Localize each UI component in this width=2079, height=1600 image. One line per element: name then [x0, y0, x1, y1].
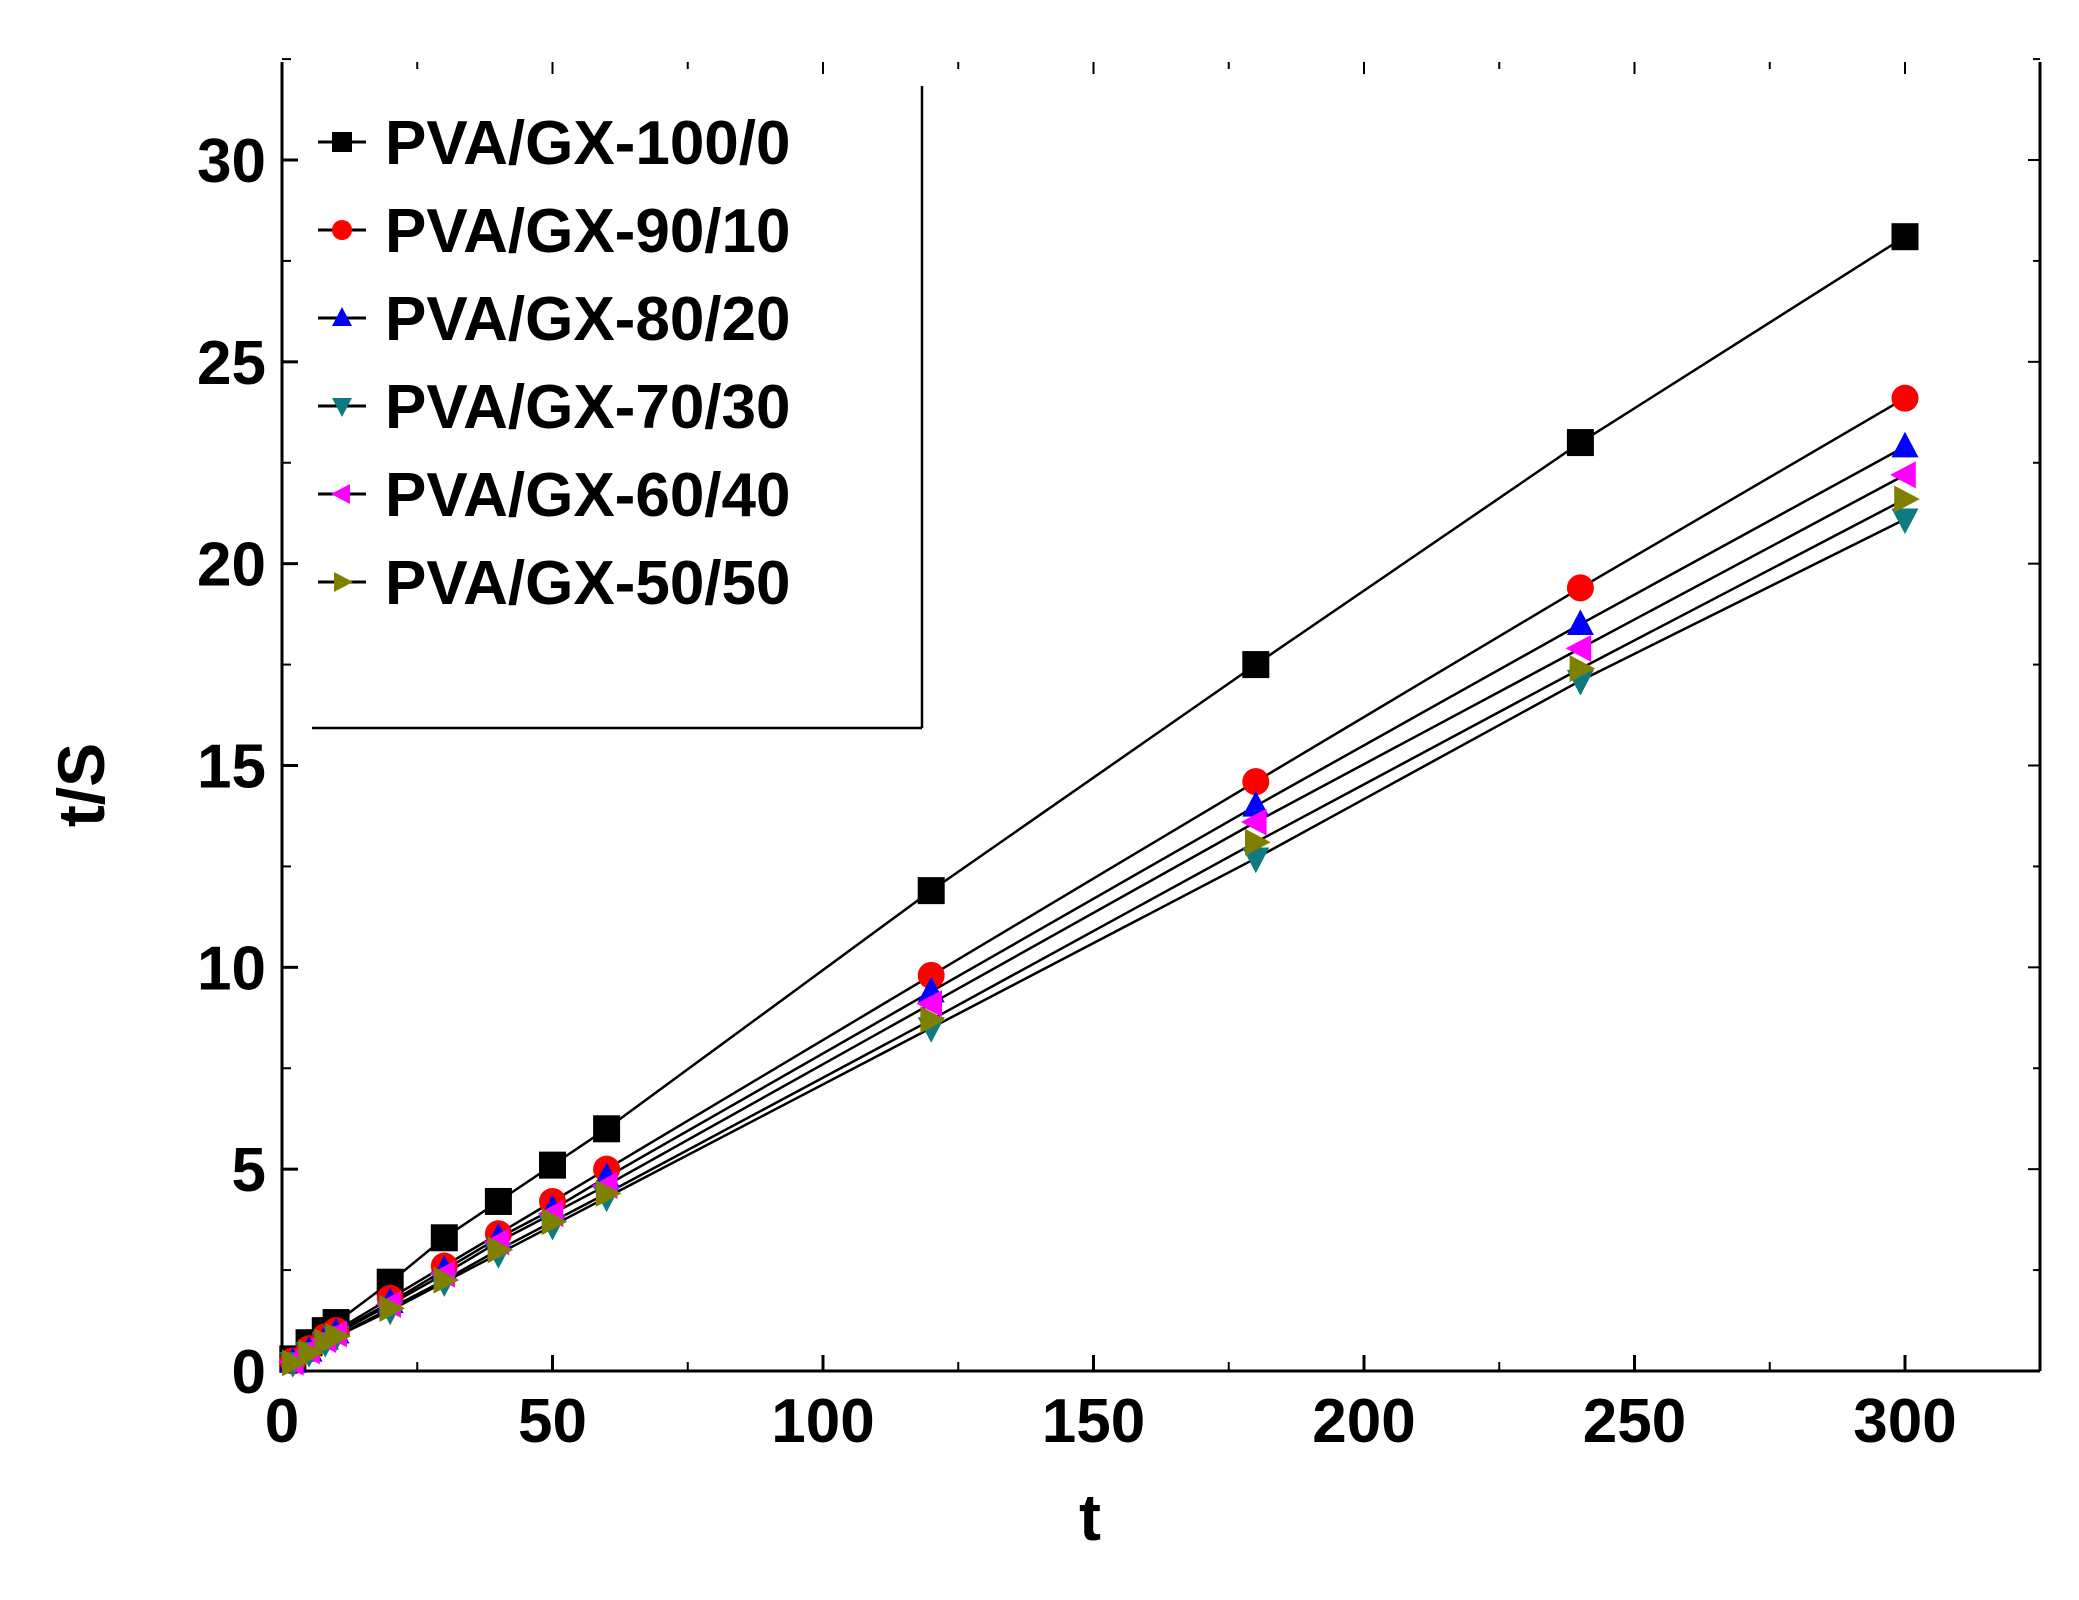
data-point — [1240, 808, 1267, 836]
x-axis-title: t — [1079, 1480, 1101, 1554]
data-point — [433, 1266, 460, 1294]
x-tick-label: 0 — [265, 1387, 299, 1456]
series-points-pva-gx-100-0 — [279, 223, 1919, 1373]
legend-item-pva-gx-60-40: PVA/GX-60/40 — [318, 461, 790, 530]
legend-label: PVA/GX-50/50 — [385, 549, 790, 618]
data-point — [917, 961, 945, 989]
data-point — [1565, 634, 1592, 662]
data-point — [916, 990, 942, 1018]
series-points-pva-gx-50-50 — [282, 485, 1920, 1377]
x-tick-label: 150 — [1042, 1387, 1145, 1456]
y-tick-label: 15 — [197, 733, 266, 802]
y-tick-label: 30 — [197, 127, 266, 196]
legend-item-pva-gx-90-10: PVA/GX-90/10 — [318, 197, 790, 266]
data-series — [277, 223, 1920, 1378]
legend-label: PVA/GX-70/30 — [385, 373, 790, 442]
data-point — [539, 1151, 566, 1179]
data-point — [1894, 485, 1920, 513]
data-point — [1566, 429, 1594, 457]
x-tick-label: 50 — [518, 1387, 587, 1456]
x-tick-label: 200 — [1312, 1387, 1415, 1456]
axis-ticks — [280, 58, 2042, 1373]
y-tick-label: 20 — [197, 531, 266, 600]
data-point — [1242, 768, 1270, 796]
data-point — [298, 1339, 324, 1367]
data-point — [1566, 609, 1594, 636]
legend-marker — [332, 398, 352, 417]
legend: PVA/GX-100/0 PVA/GX-90/10 PVA/GX-80/20 PVA/… — [312, 86, 924, 730]
legend-label: PVA/GX-100/0 — [385, 109, 790, 178]
data-point — [1569, 655, 1596, 683]
data-point — [1891, 431, 1919, 458]
series-line-pva-gx-90-10 — [292, 397, 1906, 1362]
y-tick-label: 10 — [197, 934, 266, 1003]
series-markers — [277, 223, 1920, 1378]
data-point — [484, 1187, 512, 1215]
data-point — [595, 1179, 622, 1207]
legend-item-pva-gx-50-50: PVA/GX-50/50 — [318, 549, 790, 618]
legend-label: PVA/GX-80/20 — [385, 285, 790, 354]
series-points-pva-gx-70-30 — [279, 508, 1919, 1378]
y-tick-label: 0 — [232, 1338, 266, 1407]
data-point — [1242, 651, 1270, 679]
data-point — [1891, 384, 1919, 412]
data-point — [920, 1006, 947, 1034]
data-point — [1566, 574, 1594, 602]
data-point — [325, 1322, 351, 1350]
data-point — [430, 1224, 458, 1252]
data-point — [917, 877, 945, 905]
data-point — [1891, 223, 1919, 251]
data-point — [1242, 847, 1270, 874]
legend-item-pva-gx-70-30: PVA/GX-70/30 — [318, 373, 790, 442]
y-tick-label: 25 — [197, 329, 266, 398]
legend-marker — [331, 484, 350, 504]
axes — [280, 62, 2042, 1373]
y-tick-label: 5 — [232, 1136, 266, 1205]
legend-item-pva-gx-80-20: PVA/GX-80/20 — [318, 285, 790, 354]
data-point — [487, 1236, 514, 1264]
data-point — [593, 1115, 621, 1143]
legend-marker — [334, 572, 353, 592]
data-point — [1891, 508, 1919, 535]
series-line-pva-gx-70-30 — [292, 518, 1906, 1364]
data-point — [1245, 828, 1271, 856]
data-point — [282, 1349, 308, 1377]
data-point — [1890, 461, 1916, 489]
legend-marker — [332, 132, 352, 152]
legend-label: PVA/GX-60/40 — [385, 461, 790, 530]
x-tick-label: 250 — [1583, 1387, 1686, 1456]
data-point — [1242, 791, 1270, 817]
data-point — [379, 1294, 406, 1322]
legend-item-pva-gx-100-0: PVA/GX-100/0 — [318, 109, 790, 178]
x-tick-label: 100 — [771, 1387, 874, 1456]
legend-marker — [332, 307, 352, 326]
y-axis-title: t/S — [44, 743, 118, 827]
legend-label: PVA/GX-90/10 — [385, 197, 790, 266]
legend-marker — [332, 220, 352, 240]
x-tick-label: 300 — [1853, 1387, 1956, 1456]
series-line-pva-gx-50-50 — [292, 497, 1906, 1364]
data-point — [541, 1208, 568, 1236]
axis-tick-labels: 0 50 100 150 200 250 300 0 5 10 15 20 25 30 — [197, 127, 1957, 1456]
